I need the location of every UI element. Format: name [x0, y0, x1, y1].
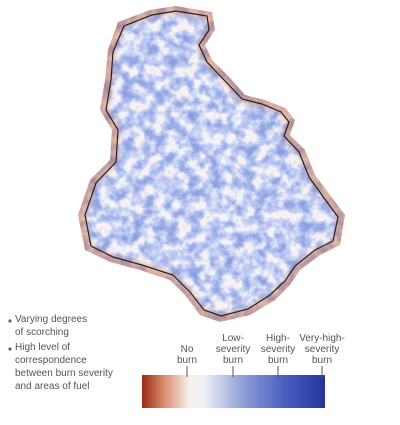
note-line: between burn severity [15, 368, 113, 379]
legend-label: Low- [222, 333, 244, 344]
note-line: High level of [15, 342, 70, 353]
legend: NoburnLow-severityburnHigh-severityburnV… [177, 333, 345, 377]
legend-label: burn [177, 355, 197, 366]
note-line: Varying degrees [15, 314, 87, 325]
bullet [8, 319, 12, 323]
legend-label: burn [223, 355, 243, 366]
legend-label: No [181, 344, 194, 355]
color-scale [142, 375, 325, 408]
legend-label: burn [312, 355, 332, 366]
fire-perimeter [84, 10, 339, 317]
legend-label: burn [268, 355, 288, 366]
notes: Varying degrees of scorching High level of… [8, 314, 113, 392]
note-line: of scorching [15, 327, 69, 338]
legend-label: High- [266, 333, 290, 344]
bullet [8, 347, 12, 351]
legend-label: severity [305, 344, 339, 355]
note-line: and areas of fuel [15, 381, 90, 392]
legend-label: severity [261, 344, 295, 355]
legend-label: Very-high- [299, 333, 345, 344]
note-line: correspondence [15, 355, 87, 366]
legend-label: severity [216, 344, 250, 355]
